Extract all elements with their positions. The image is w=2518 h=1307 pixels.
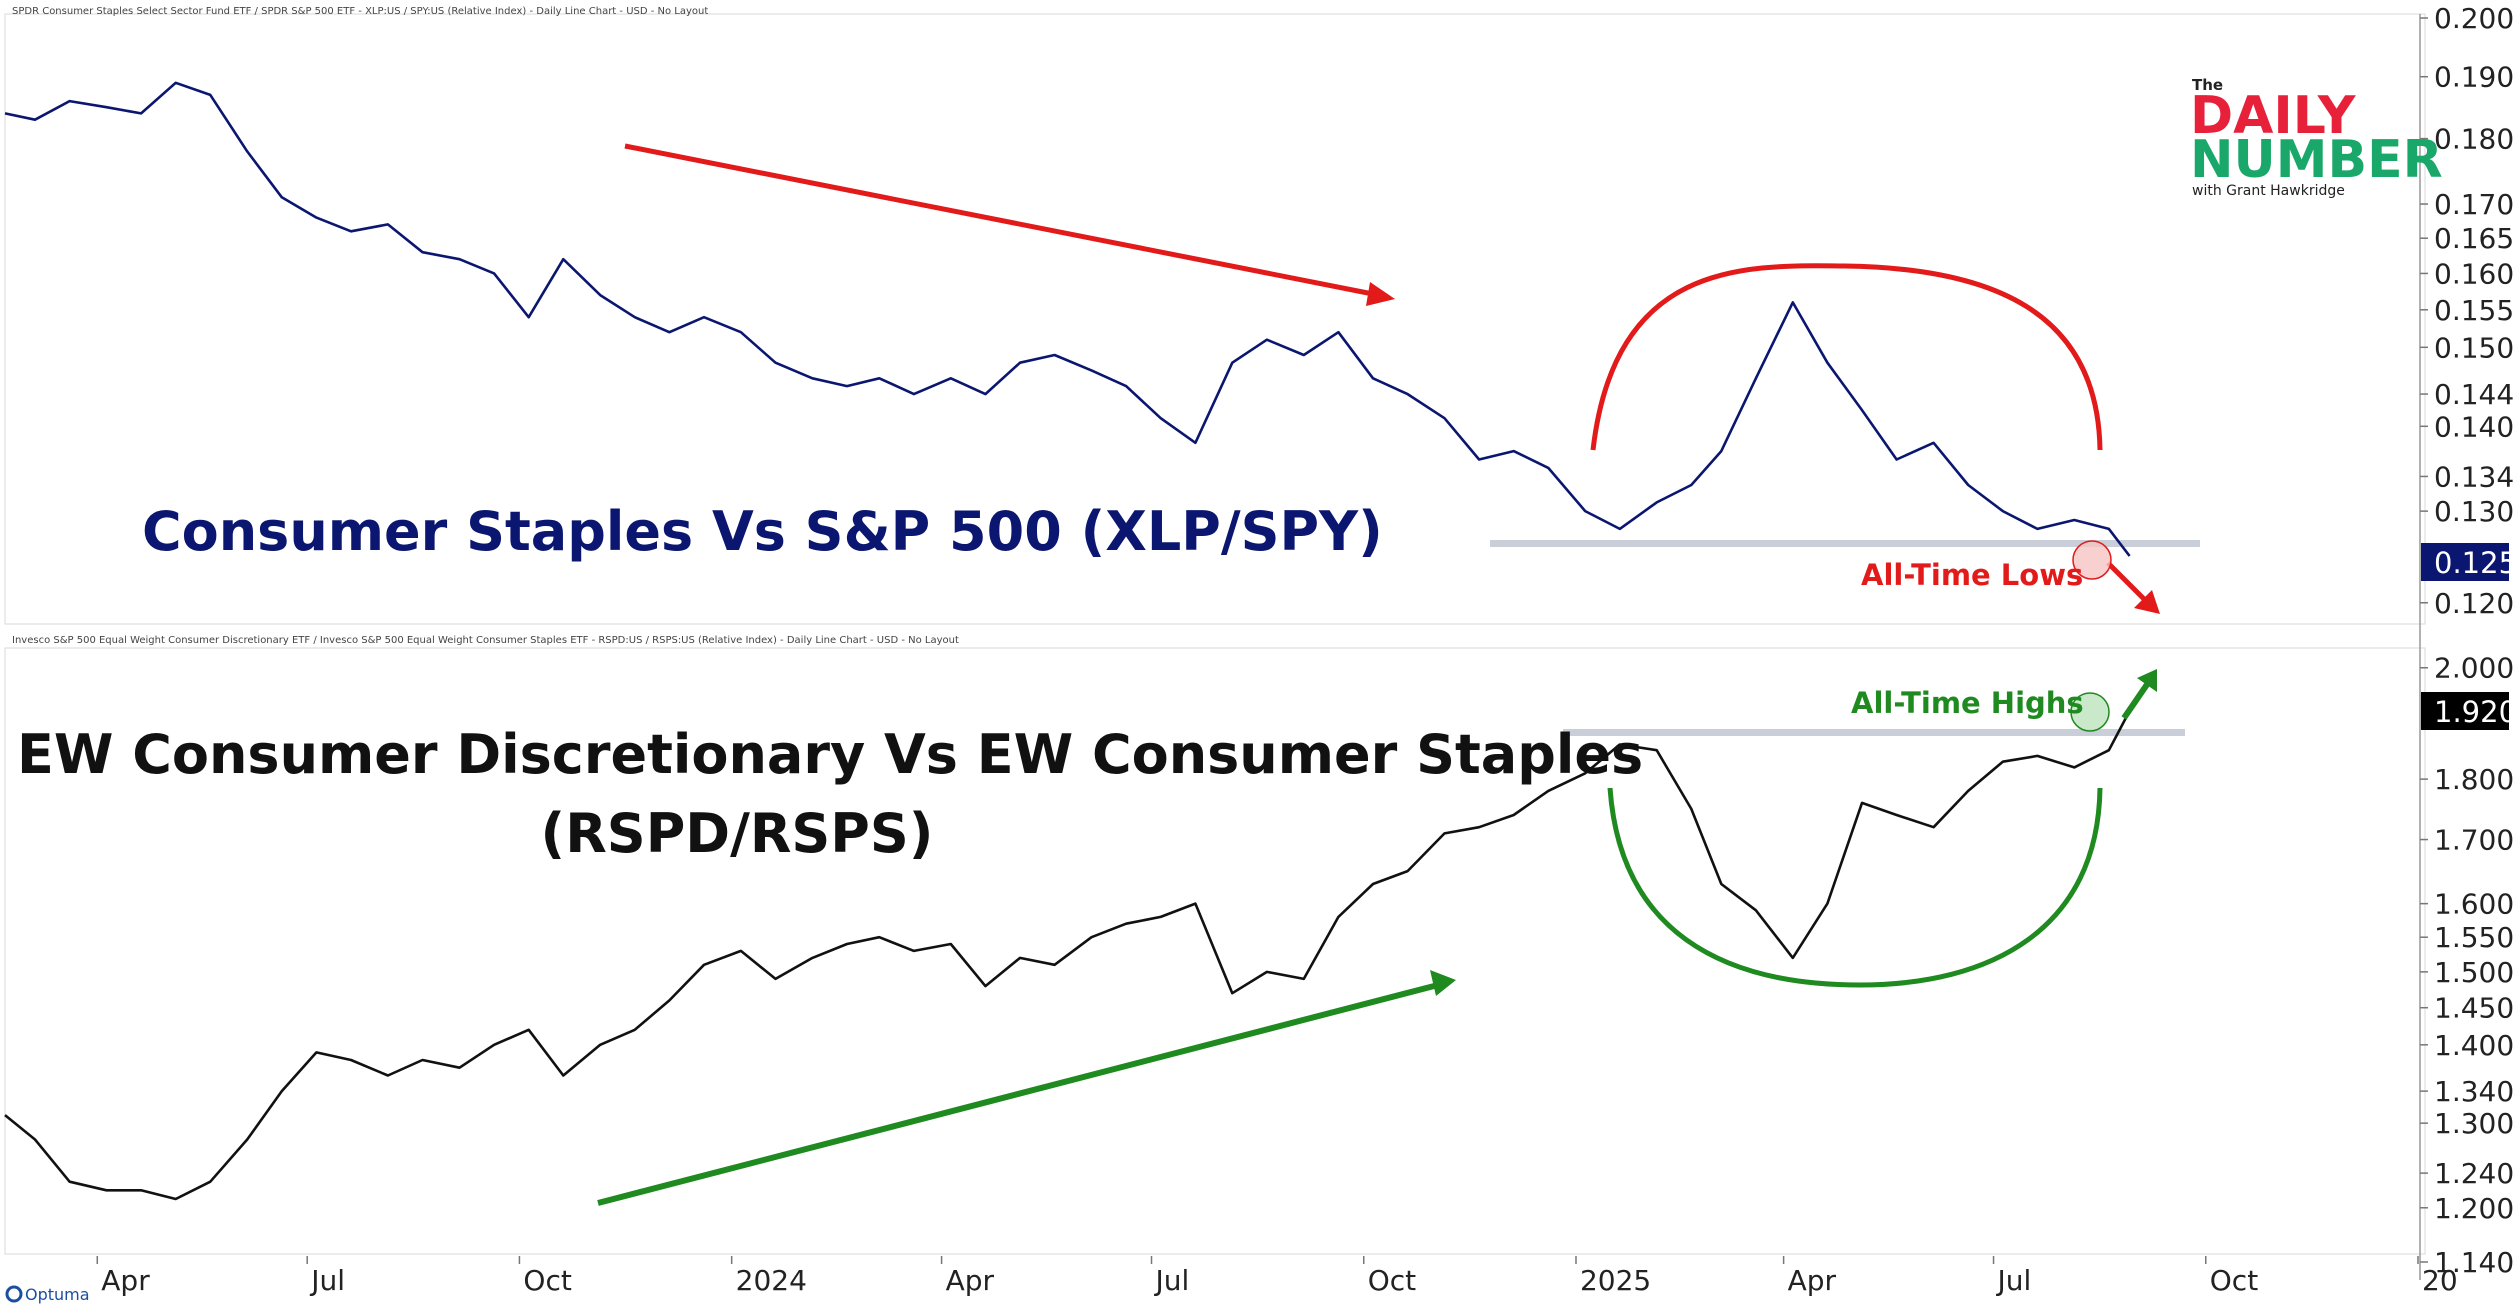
- high-marker-circle: [2070, 692, 2110, 732]
- top-y-tick-label: 0.130: [2434, 495, 2514, 528]
- top-panel-header: SPDR Consumer Staples Select Sector Fund…: [12, 6, 708, 17]
- support-band-top: [1490, 540, 2200, 547]
- optuma-label: Optuma: [25, 1285, 90, 1304]
- x-tick-label: Apr: [101, 1264, 150, 1297]
- bottom-y-tick-label: 1.340: [2434, 1075, 2514, 1108]
- x-tick-label: Apr: [946, 1264, 995, 1297]
- rounding-top-arc: [1590, 263, 2103, 451]
- bottom-last-value-badge: 1.920: [2421, 692, 2517, 730]
- top-y-tick-label: 0.134: [2434, 460, 2514, 493]
- top-y-tick-label: 0.190: [2434, 61, 2514, 94]
- bottom-y-tick-label: 1.240: [2434, 1157, 2514, 1190]
- bottom-y-tick-label: 1.800: [2434, 763, 2514, 796]
- panel-frames: [4, 13, 2426, 1280]
- bottom-y-tick-label: 1.550: [2434, 921, 2514, 954]
- rspd-rsps-series-line: [4, 710, 2131, 1201]
- x-axis: Apr Jul Oct 2024 Apr Jul Oct 2025 Apr Jul Oct 20: [96, 1256, 2458, 1297]
- resistance-band-bottom: [1563, 729, 2185, 736]
- bottom-chart-subtitle: (RSPD/RSPS): [541, 802, 934, 865]
- top-y-tick-label: 0.200: [2434, 2, 2514, 35]
- bottom-y-tick-label: 1.600: [2434, 888, 2514, 921]
- x-tick-label: Oct: [1368, 1264, 1416, 1297]
- x-tick-label: Apr: [1788, 1264, 1837, 1297]
- top-y-tick-label: 0.170: [2434, 188, 2514, 221]
- optuma-brand: Optuma: [5, 1285, 90, 1304]
- x-tick-label: Jul: [309, 1264, 345, 1297]
- small-up-arrow: [2121, 669, 2157, 720]
- top-y-tick-label: 0.160: [2434, 257, 2514, 290]
- low-marker-circle: [2072, 540, 2112, 580]
- bottom-y-tick-label: 1.140: [2434, 1246, 2514, 1279]
- x-tick-label: 2025: [1580, 1264, 1651, 1297]
- bottom-y-tick-label: 2.000: [2434, 652, 2514, 685]
- top-y-tick-label: 0.140: [2434, 410, 2514, 443]
- x-tick-label: Oct: [2210, 1264, 2258, 1297]
- downtrend-arrow: [624, 143, 1395, 306]
- rounding-bottom-arc: [1607, 787, 2103, 988]
- optuma-logo-icon: [5, 1285, 23, 1303]
- x-tick-label: Jul: [1996, 1264, 2032, 1297]
- bottom-y-tick-label: 1.500: [2434, 956, 2514, 989]
- x-tick-label: 20: [2422, 1264, 2458, 1297]
- bottom-chart-title: EW Consumer Discretionary Vs EW Consumer…: [17, 723, 1643, 786]
- xlp-spy-series-line: [4, 81, 2131, 557]
- top-y-tick-label: 0.150: [2434, 331, 2514, 364]
- top-y-tick-label: 0.155: [2434, 294, 2514, 327]
- x-tick-label: Jul: [1154, 1264, 1190, 1297]
- top-chart-title: Consumer Staples Vs S&P 500 (XLP/SPY): [142, 500, 1383, 563]
- top-y-tick-label: 0.165: [2434, 222, 2514, 255]
- logo-number: NUMBER: [2190, 130, 2443, 190]
- top-last-value-badge: 0.125: [2421, 543, 2517, 581]
- top-y-tick-label: 0.180: [2434, 123, 2514, 156]
- daily-number-logo: The DAILY NUMBER with Grant Hawkridge: [2190, 76, 2443, 199]
- bottom-last-value: 1.920: [2434, 695, 2517, 729]
- bottom-y-tick-label: 1.400: [2434, 1029, 2514, 1062]
- x-tick-label: 2024: [736, 1264, 807, 1297]
- all-time-lows-label: All-Time Lows: [1861, 558, 2083, 592]
- top-panel-frame: [4, 13, 2426, 625]
- uptrend-arrow: [597, 970, 1456, 1206]
- bottom-y-tick-label: 1.300: [2434, 1107, 2514, 1140]
- bottom-y-tick-label: 1.200: [2434, 1192, 2514, 1225]
- all-time-highs-label: All-Time Highs: [1851, 686, 2084, 720]
- bottom-panel-frame: [4, 647, 2426, 1255]
- top-y-tick-label: 0.120: [2434, 587, 2514, 620]
- logo-the: The: [2192, 76, 2223, 94]
- top-y-tick-label: 0.144: [2434, 378, 2514, 411]
- bottom-y-tick-label: 1.450: [2434, 992, 2514, 1025]
- top-last-value: 0.125: [2434, 546, 2517, 580]
- bottom-y-tick-label: 1.700: [2434, 824, 2514, 857]
- logo-with: with Grant Hawkridge: [2192, 183, 2345, 199]
- bottom-panel-header: Invesco S&P 500 Equal Weight Consumer Di…: [12, 635, 959, 646]
- small-down-arrow: [2106, 561, 2160, 614]
- logo-daily: DAILY: [2190, 86, 2357, 146]
- x-tick-label: Oct: [523, 1264, 571, 1297]
